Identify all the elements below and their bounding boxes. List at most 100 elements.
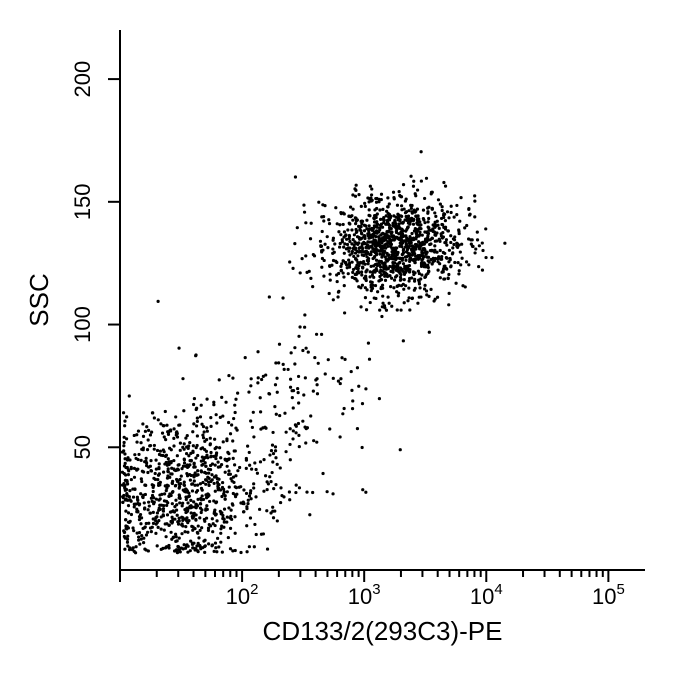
data-point (163, 435, 166, 438)
data-point (278, 414, 281, 417)
data-point (127, 469, 130, 472)
data-point (184, 487, 187, 490)
data-point (321, 230, 324, 233)
data-point (140, 477, 143, 480)
data-point (378, 309, 381, 312)
data-point (484, 227, 487, 230)
data-point (320, 249, 323, 252)
data-point (386, 205, 389, 208)
data-point (442, 235, 445, 238)
data-point (165, 424, 168, 427)
data-point (291, 437, 294, 440)
data-point (366, 251, 369, 254)
data-point (229, 473, 232, 476)
data-point (353, 187, 356, 190)
data-point (367, 236, 370, 239)
data-point (229, 477, 232, 480)
data-point (209, 442, 212, 445)
data-point (413, 289, 416, 292)
data-point (397, 222, 400, 225)
data-point (313, 356, 316, 359)
data-point (215, 500, 218, 503)
data-point (209, 468, 212, 471)
data-point (409, 204, 412, 207)
data-point (285, 431, 288, 434)
data-point (256, 381, 259, 384)
data-point (431, 207, 434, 210)
data-point (166, 477, 169, 480)
data-point (401, 259, 404, 262)
data-point (152, 502, 155, 505)
data-point (369, 301, 372, 304)
data-point (177, 346, 180, 349)
data-point (262, 375, 265, 378)
data-point (391, 247, 394, 250)
data-point (360, 232, 363, 235)
data-point (221, 414, 224, 417)
data-point (158, 462, 161, 465)
data-point (227, 374, 230, 377)
data-point (203, 430, 206, 433)
data-point (293, 362, 296, 365)
data-point (388, 274, 391, 277)
data-point (418, 247, 421, 250)
data-point (387, 222, 390, 225)
data-point (387, 253, 390, 256)
data-point (305, 347, 308, 350)
data-point (153, 448, 156, 451)
data-point (254, 495, 257, 498)
data-point (373, 224, 376, 227)
data-point (162, 471, 165, 474)
data-point (288, 260, 291, 263)
data-point (331, 252, 334, 255)
data-point (176, 551, 179, 554)
data-point (393, 279, 396, 282)
data-point (232, 481, 235, 484)
data-point (163, 450, 166, 453)
data-point (294, 175, 297, 178)
data-point (379, 248, 382, 251)
data-point (402, 183, 405, 186)
data-point (389, 285, 392, 288)
data-point (196, 434, 199, 437)
data-point (180, 532, 183, 535)
data-point (375, 201, 378, 204)
data-point (191, 430, 194, 433)
data-point (395, 236, 398, 239)
data-point (185, 516, 188, 519)
data-point (326, 490, 329, 493)
data-point (208, 477, 211, 480)
data-point (158, 507, 161, 510)
data-point (190, 511, 193, 514)
data-point (163, 528, 166, 531)
data-point (136, 498, 139, 501)
data-point (442, 269, 445, 272)
data-point (274, 449, 277, 452)
data-point (356, 427, 359, 430)
data-point (221, 481, 224, 484)
y-axis-label: SSC (24, 273, 54, 326)
data-point (289, 458, 292, 461)
data-point (281, 296, 284, 299)
data-point (439, 276, 442, 279)
data-point (248, 451, 251, 454)
x-tick-label: 104 (470, 581, 503, 609)
data-point (246, 502, 249, 505)
data-point (185, 510, 188, 513)
data-point (391, 238, 394, 241)
data-point (257, 376, 260, 379)
data-point (179, 449, 182, 452)
data-point (220, 495, 223, 498)
data-point (151, 494, 154, 497)
data-point (378, 397, 381, 400)
data-point (128, 489, 131, 492)
data-point (130, 466, 133, 469)
data-point (310, 222, 313, 225)
data-point (359, 305, 362, 308)
data-point (176, 454, 179, 457)
data-point (365, 219, 368, 222)
data-point (227, 421, 230, 424)
data-point (213, 482, 216, 485)
data-point (230, 423, 233, 426)
data-point (451, 246, 454, 249)
